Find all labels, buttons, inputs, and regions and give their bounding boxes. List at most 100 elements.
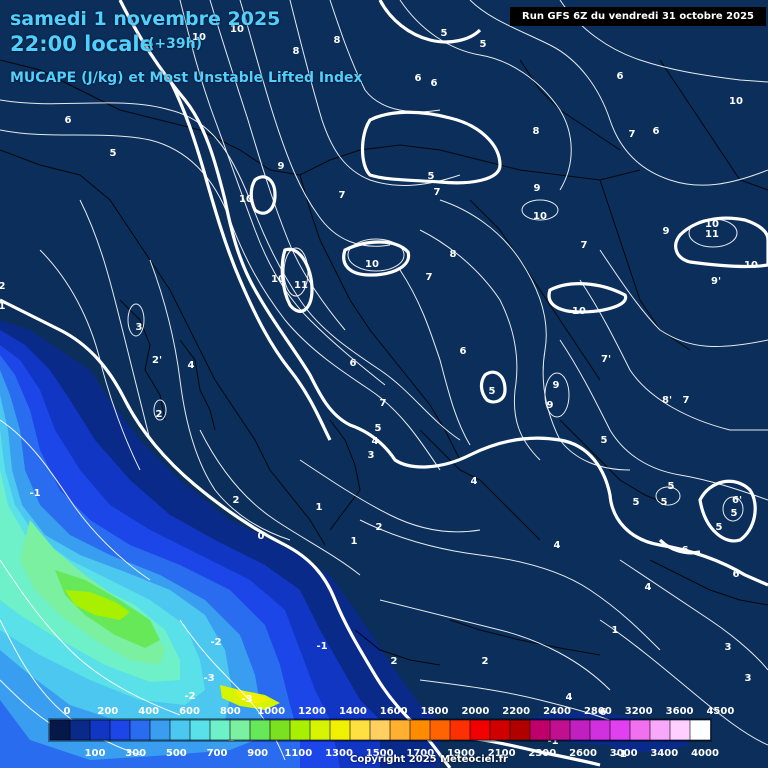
contour-label: 5: [661, 497, 668, 508]
contour-label: 8: [450, 249, 457, 260]
copyright-notice: Copyright 2025 Meteociel.fr: [350, 754, 508, 765]
colorbar-top-label: 1600: [380, 706, 408, 717]
model-run-info: Run GFS 6Z du vendredi 31 octobre 2025: [510, 7, 766, 26]
contour-label: 1: [316, 502, 323, 513]
contour-label: -2: [210, 637, 221, 648]
contour-label: 5: [633, 497, 640, 508]
contour-label: 7: [629, 129, 636, 140]
contour-label: 7: [339, 190, 346, 201]
colorbar-swatch: [509, 719, 531, 741]
colorbar-top-label: 400: [138, 706, 159, 717]
contour-label: 1: [612, 625, 619, 636]
colorbar-swatch: [429, 719, 451, 741]
contour-label: 7: [581, 240, 588, 251]
contour-label: 2: [156, 409, 163, 420]
contour-label: 4: [471, 476, 478, 487]
contour-label: 5: [441, 28, 448, 39]
contour-label: 11: [705, 229, 719, 240]
colorbar-bottom-label: 100: [85, 748, 106, 759]
contour-label: 9: [547, 400, 554, 411]
contour-label: 6: [733, 569, 740, 580]
colorbar-swatch: [669, 719, 691, 741]
contour-label: 4: [188, 360, 195, 371]
colorbar-swatch: [249, 719, 271, 741]
cape-shading: [0, 320, 690, 768]
contour-label: 6: [415, 73, 422, 84]
contour-label: 6: [653, 126, 660, 137]
colorbar-swatch: [389, 719, 411, 741]
contour-label: 6: [682, 545, 689, 556]
contour-label: 4: [645, 582, 652, 593]
contour-label: 10: [239, 194, 253, 205]
colorbar-top-label: 200: [97, 706, 118, 717]
colorbar-bottom-label: 4000: [691, 748, 719, 759]
contour-label: 1: [0, 301, 6, 312]
contour-label: 9: [663, 226, 670, 237]
contour-label: 5: [601, 435, 608, 446]
colorbar-top-label: 2200: [502, 706, 530, 717]
colorbar-bottom-label: 1500: [366, 748, 394, 759]
contour-label: 3: [368, 450, 375, 461]
colorbar-bottom-label: 3400: [650, 748, 678, 759]
colorbar-swatch: [629, 719, 651, 741]
contour-label: 5: [480, 39, 487, 50]
contour-label: 5: [668, 481, 675, 492]
contour-label: -1: [29, 488, 40, 499]
forecast-date: samedi 1 novembre 2025: [10, 8, 281, 30]
contour-label: 4: [372, 436, 379, 447]
contour-label: 7': [601, 354, 611, 365]
colorbar-bottom-label: 2300: [528, 748, 556, 759]
colorbar-swatch: [169, 719, 191, 741]
colorbar-top-label: 0: [64, 706, 71, 717]
colorbar-swatch: [549, 719, 571, 741]
colorbar-swatch: [269, 719, 291, 741]
colorbar-swatch: [369, 719, 391, 741]
contour-label: 2: [233, 495, 240, 506]
colorbar-top-labels: 0 200 400 600 800 1000 1200 1400 1600 1800 2000 220…: [64, 706, 735, 717]
contour-label: 10: [572, 306, 586, 317]
contour-label: 8: [533, 126, 540, 137]
colorbar-bottom-label: 1900: [447, 748, 475, 759]
contour-label: 5: [428, 171, 435, 182]
contour-label: 9': [711, 276, 721, 287]
colorbar-swatch: [649, 719, 671, 741]
colorbar-swatch: [229, 719, 251, 741]
colorbar-swatch: [689, 719, 711, 741]
contour-label: -2: [184, 691, 195, 702]
contour-label: 5: [110, 148, 117, 159]
contour-label: 8: [293, 46, 300, 57]
contour-label: 5: [375, 423, 382, 434]
colorbar-top-label: 2400: [543, 706, 571, 717]
colorbar-top-label: 4500: [706, 706, 734, 717]
contour-label: 7: [380, 398, 387, 409]
contour-label: 9: [278, 161, 285, 172]
contour-label: -1: [547, 736, 558, 747]
contour-label: 6: [65, 115, 72, 126]
contour-label: 2: [391, 656, 398, 667]
colorbar: 0 200 400 600 800 1000 1200 1400 1600 1800 2000 220…: [48, 706, 734, 759]
colorbar-swatch: [89, 719, 111, 741]
colorbar-bottom-label: 1100: [284, 748, 312, 759]
contour-label: -1: [615, 749, 626, 760]
contour-label: 10: [271, 274, 285, 285]
contour-label: 6: [617, 71, 624, 82]
colorbar-top-label: 600: [179, 706, 200, 717]
colorbar-swatch: [529, 719, 551, 741]
contour-label: 9: [534, 183, 541, 194]
contour-label: -1: [316, 641, 327, 652]
contour-label: 10: [192, 32, 206, 43]
contour-label: 6': [732, 495, 742, 506]
colorbar-swatch: [409, 719, 431, 741]
contour-label: 3: [725, 642, 732, 653]
colorbar-bottom-label: 900: [247, 748, 268, 759]
country-borders: [0, 59, 768, 666]
colorbar-top-label: 1200: [298, 706, 326, 717]
colorbar-bottom-label: 700: [207, 748, 228, 759]
colorbar-bottom-label: 1700: [406, 748, 434, 759]
contour-label: 10: [533, 211, 547, 222]
forecast-lead-time: (+39h): [148, 36, 202, 52]
colorbar-swatch: [589, 719, 611, 741]
contour-label: 5: [731, 508, 738, 519]
